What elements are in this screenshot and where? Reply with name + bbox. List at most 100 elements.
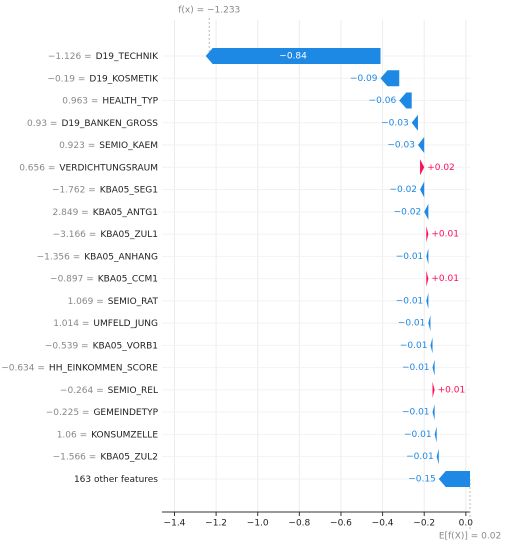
feature-label: 1.069 = SEMIO_RAT: [68, 296, 159, 306]
value-label: −0.09: [350, 74, 378, 84]
bar: [426, 226, 429, 243]
bar: [432, 359, 435, 376]
feature-value: −0.897 =: [50, 274, 94, 284]
value-label: −0.01: [404, 430, 432, 440]
value-label: +0.01: [431, 230, 459, 240]
feature-name: KBA05_ANTG1: [93, 207, 158, 217]
value-label: +0.01: [438, 385, 466, 395]
bar: [205, 48, 381, 64]
feature-value: 0.963 =: [62, 96, 98, 106]
feature-name: KBA05_VORB1: [93, 341, 158, 351]
feature-value: −1.356 =: [37, 252, 81, 262]
feature-name: KBA05_ZUL2: [100, 452, 158, 462]
bar: [426, 270, 429, 287]
feature-name: KBA05_CCM1: [98, 274, 158, 284]
feature-label: −3.166 = KBA05_ZUL1: [53, 230, 158, 240]
value-label: −0.01: [400, 341, 428, 351]
feature-label: 0.93 = D19_BANKEN_GROSS: [27, 118, 158, 128]
bar: [426, 248, 429, 265]
feature-value: 1.069 =: [68, 296, 104, 306]
bar: [424, 203, 429, 220]
value-label: −0.84: [279, 52, 307, 62]
feature-value: −1.566 =: [53, 452, 97, 462]
feature-name: KONSUMZELLE: [91, 430, 158, 440]
feature-label: −1.126 = D19_TECHNIK: [48, 52, 159, 62]
feature-label: 0.963 = HEALTH_TYP: [62, 96, 158, 106]
feature-label: −0.264 = SEMIO_REL: [60, 385, 158, 395]
bar: [380, 70, 400, 87]
feature-name: HH_EINKOMMEN_SCORE: [49, 363, 158, 373]
feature-name: KBA05_ZUL1: [100, 230, 158, 240]
feature-value: −0.19 =: [47, 74, 85, 84]
feature-value: 1.014 =: [53, 319, 89, 329]
feature-name: D19_TECHNIK: [96, 52, 160, 62]
bar: [428, 315, 431, 332]
feature-name: GEMEINDETYP: [93, 408, 158, 418]
feature-value: −0.225 =: [46, 408, 90, 418]
x-tick-label: −1.4: [164, 519, 186, 529]
bar: [436, 448, 439, 465]
feature-name: KBA05_SEG1: [100, 185, 158, 195]
value-label: −0.03: [381, 118, 409, 128]
value-label: −0.01: [396, 252, 424, 262]
value-label: +0.02: [427, 163, 455, 173]
feature-value: −0.539 =: [45, 341, 89, 351]
feature-label: 1.014 = UMFELD_JUNG: [53, 319, 158, 329]
feature-name: 163 other features: [74, 474, 158, 484]
feature-value: −3.166 =: [53, 230, 97, 240]
bar: [417, 137, 425, 154]
feature-value: −0.264 =: [60, 385, 104, 395]
feature-value: 0.93 =: [27, 118, 57, 128]
feature-name: D19_BANKEN_GROSS: [61, 118, 158, 128]
bar: [399, 92, 412, 109]
feature-name: KBA05_ANHANG: [84, 252, 158, 262]
feature-value: 0.923 =: [59, 141, 95, 151]
feature-name: UMFELD_JUNG: [93, 319, 158, 329]
feature-value: −1.126 =: [48, 52, 92, 62]
value-label: −0.01: [396, 296, 424, 306]
expected-label: E[f(X)] = 0.02: [439, 532, 501, 542]
feature-label: 0.656 = VERDICHTUNGSRAUM: [19, 163, 158, 173]
feature-label: 0.923 = SEMIO_KAEM: [59, 141, 158, 151]
feature-label: −1.762 = KBA05_SEG1: [52, 185, 158, 195]
feature-label: −0.19 = D19_KOSMETIK: [47, 74, 159, 84]
feature-label: 163 other features: [74, 474, 158, 484]
bar: [438, 470, 470, 487]
feature-label: −0.539 = KBA05_VORB1: [45, 341, 158, 351]
feature-value: 1.06 =: [57, 430, 87, 440]
bar: [411, 114, 418, 131]
feature-label: −0.225 = GEMEINDETYP: [46, 408, 159, 418]
x-tick-label: 0.0: [459, 519, 474, 529]
x-tick-label: −0.6: [330, 519, 352, 529]
value-label: −0.02: [389, 185, 417, 195]
value-label: −0.01: [402, 363, 430, 373]
feature-label: 2.849 = KBA05_ANTG1: [53, 207, 158, 217]
feature-name: D19_KOSMETIK: [89, 74, 159, 84]
bar: [432, 381, 435, 398]
feature-label: −0.897 = KBA05_CCM1: [50, 274, 158, 284]
feature-name: SEMIO_RAT: [108, 296, 159, 306]
feature-value: −1.762 =: [52, 185, 96, 195]
x-tick-label: −0.8: [288, 519, 310, 529]
value-label: −0.01: [406, 452, 434, 462]
value-label: −0.03: [387, 141, 415, 151]
bar: [430, 337, 433, 354]
value-label: −0.01: [398, 319, 426, 329]
x-tick-label: −0.2: [413, 519, 435, 529]
x-tick-label: −0.4: [372, 519, 394, 529]
output-label: f(x) = −1.233: [178, 6, 240, 16]
feature-label: −0.634 = HH_EINKOMMEN_SCORE: [1, 363, 158, 373]
value-label: −0.01: [402, 408, 430, 418]
value-label: −0.06: [369, 96, 397, 106]
x-tick-label: −1.0: [247, 519, 269, 529]
value-label: −0.15: [408, 474, 436, 484]
value-label: −0.02: [394, 207, 422, 217]
feature-value: 2.849 =: [53, 207, 89, 217]
bar: [420, 159, 425, 176]
value-label: +0.01: [431, 274, 459, 284]
feature-label: −1.356 = KBA05_ANHANG: [37, 252, 158, 262]
feature-label: 1.06 = KONSUMZELLE: [57, 430, 159, 440]
bar: [432, 404, 435, 421]
feature-name: SEMIO_REL: [108, 385, 158, 395]
feature-value: 0.656 =: [19, 163, 55, 173]
